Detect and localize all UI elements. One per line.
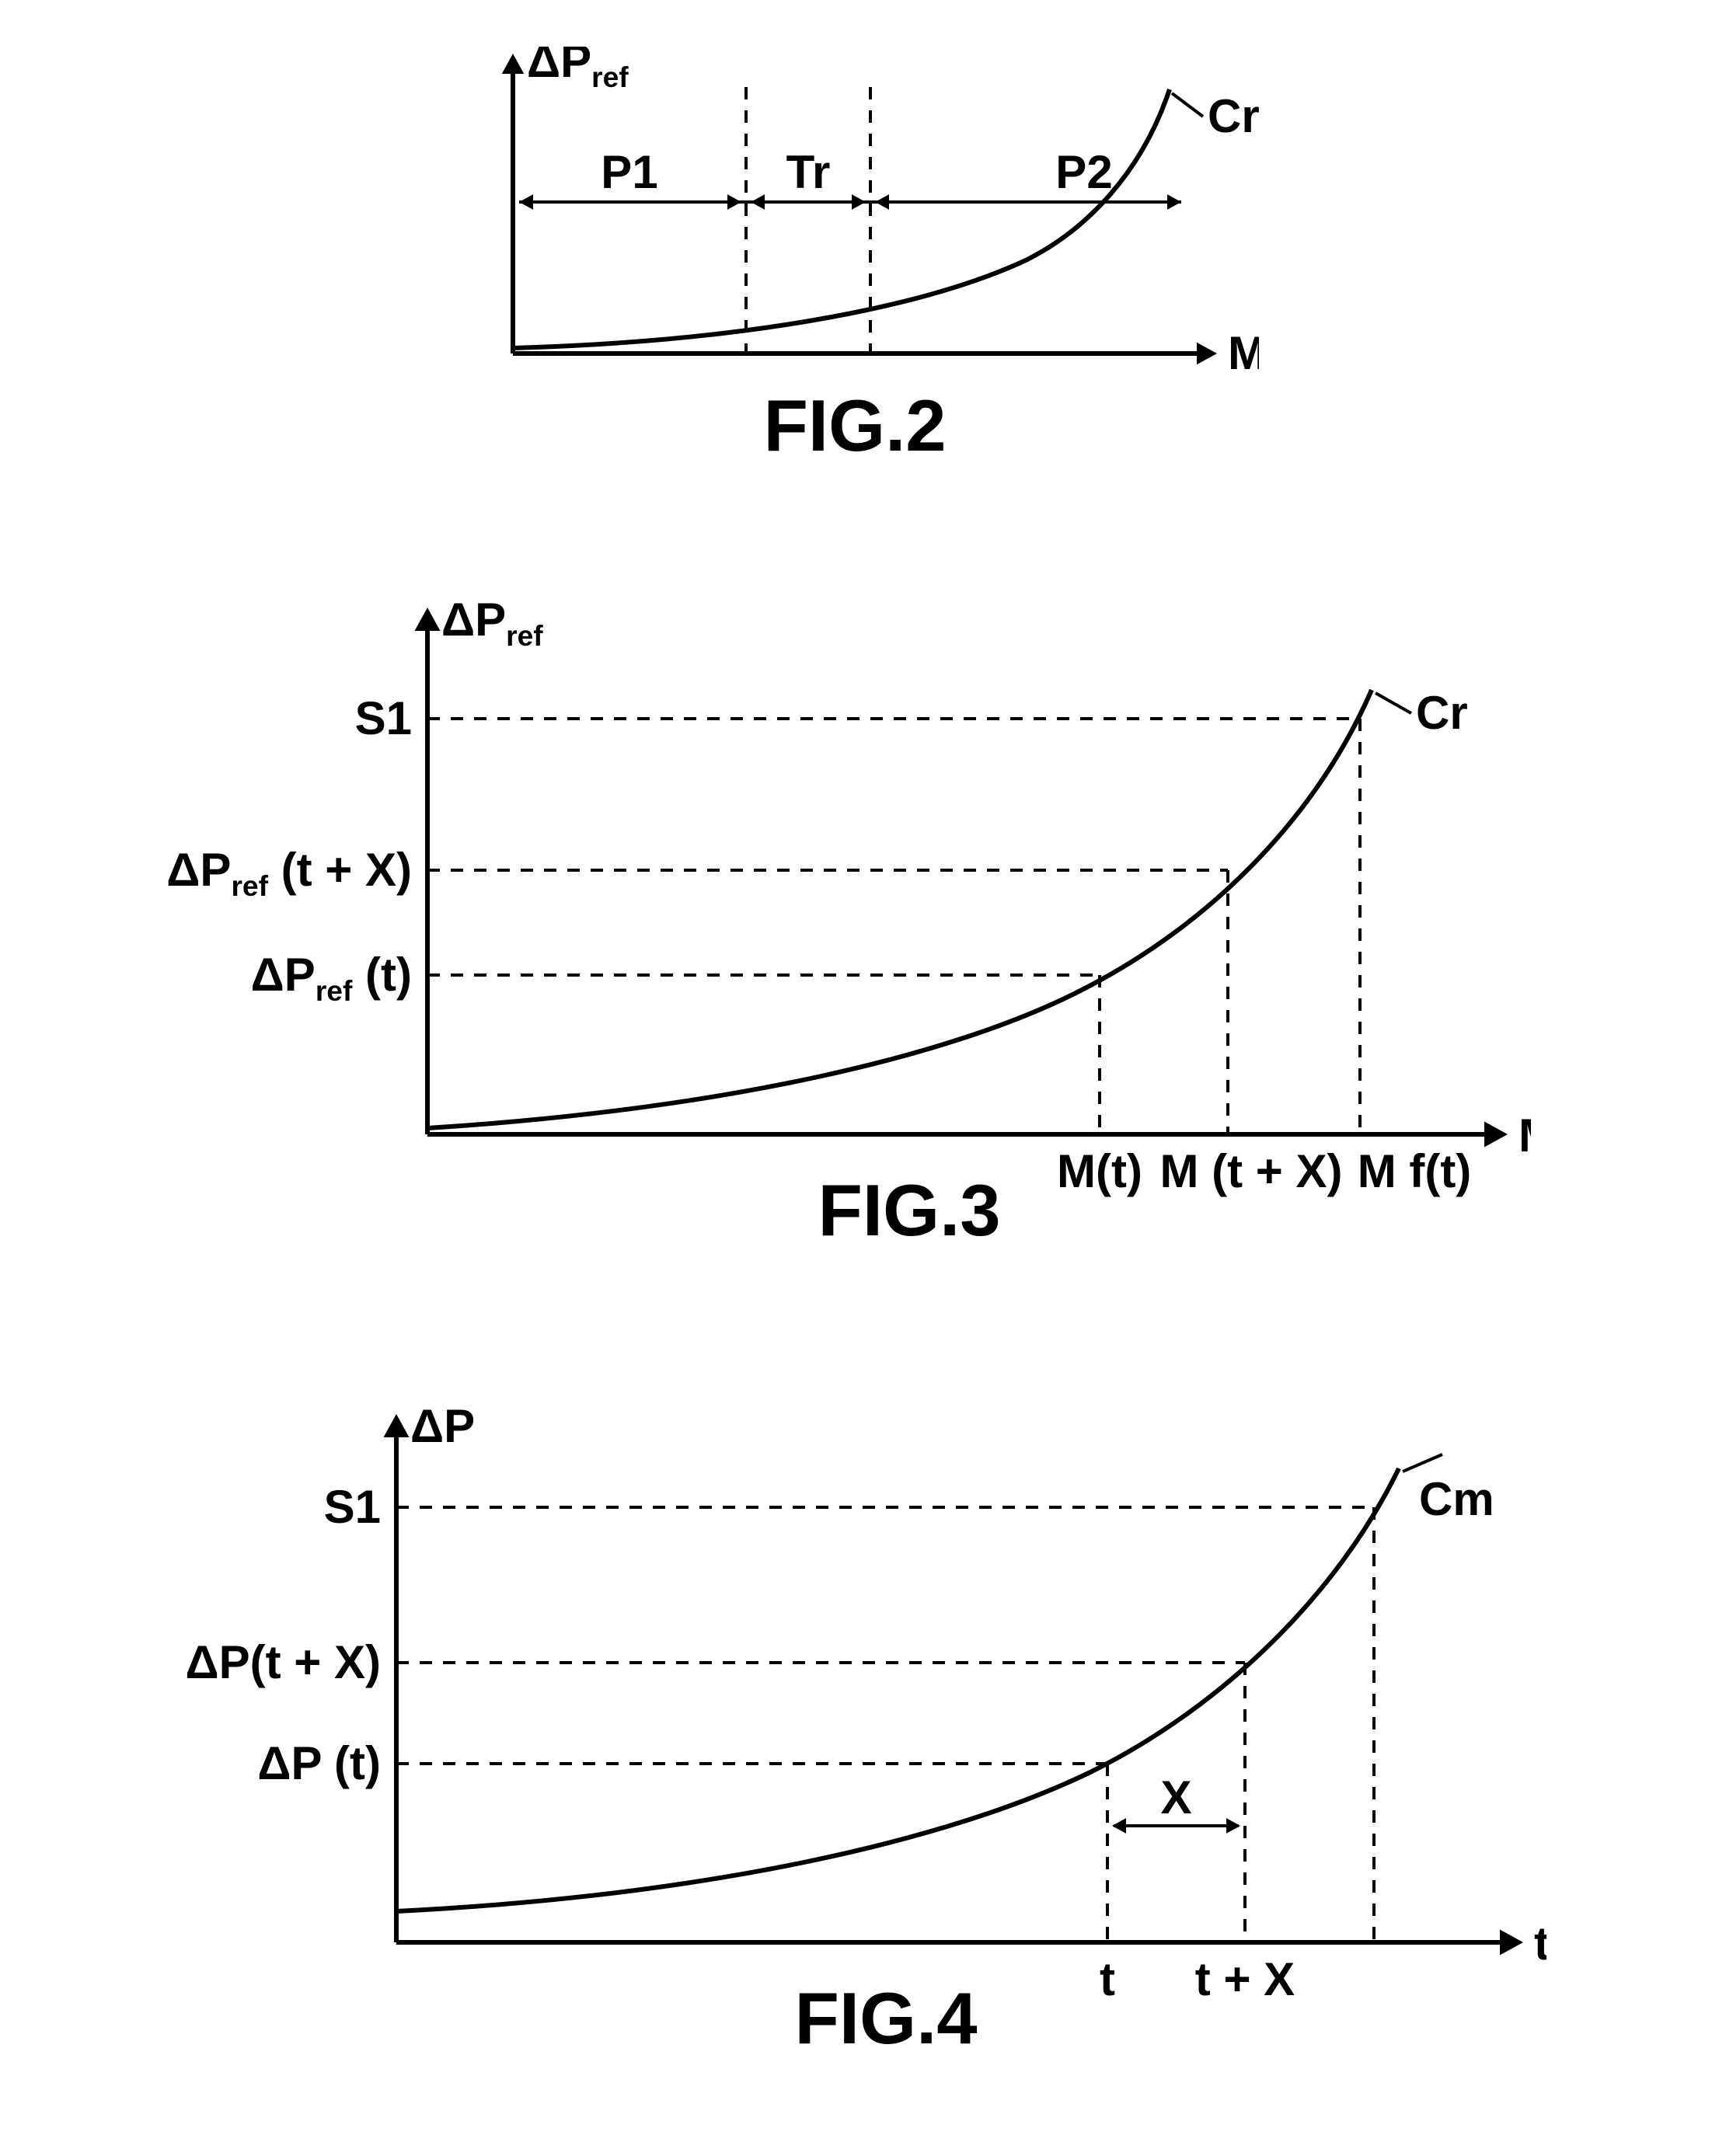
svg-text:FIG.4: FIG.4 [794,1977,977,2059]
svg-text:M(t): M(t) [1057,1145,1142,1197]
svg-text:X: X [1160,1771,1191,1823]
svg-text:M f(t): M f(t) [1358,1145,1472,1197]
svg-text:FIG.2: FIG.2 [763,385,946,466]
svg-text:M: M [1228,327,1259,379]
fig3-chart: S1 ΔPref (t + X) ΔPref (t) M(t) M (t + X) M f… [163,590,1531,1290]
fig4-chart: S1 ΔP(t + X) ΔP (t) t t + X X ΔP t Cm FIG.4 [163,1398,1546,2098]
svg-text:ΔPref (t): ΔPref (t) [251,949,412,1007]
svg-text:t + X: t + X [1195,1953,1295,2005]
svg-text:P1: P1 [601,146,657,198]
svg-text:ΔPref: ΔPref [527,47,629,93]
svg-text:ΔP (t): ΔP (t) [257,1737,381,1789]
svg-text:S1: S1 [324,1481,381,1533]
svg-text:M: M [1519,1109,1531,1162]
svg-text:FIG.3: FIG.3 [818,1169,1000,1251]
svg-text:t: t [1100,1953,1115,2005]
svg-text:S1: S1 [355,692,412,744]
fig2-chart: P1 Tr P2 ΔPref M Cr FIG.2 [404,47,1259,482]
svg-text:Cm: Cm [1419,1473,1494,1525]
svg-text:M (t + X): M (t + X) [1160,1145,1343,1197]
svg-text:ΔPref (t + X): ΔPref (t + X) [166,844,412,902]
svg-text:t: t [1534,1917,1546,1970]
svg-text:Tr: Tr [786,146,831,198]
svg-text:P2: P2 [1055,146,1112,198]
svg-text:ΔPref: ΔPref [441,594,543,652]
svg-text:Cr: Cr [1416,687,1468,739]
svg-text:ΔP(t + X): ΔP(t + X) [186,1636,381,1688]
svg-text:ΔP: ΔP [410,1400,475,1452]
svg-text:Cr: Cr [1208,90,1259,142]
